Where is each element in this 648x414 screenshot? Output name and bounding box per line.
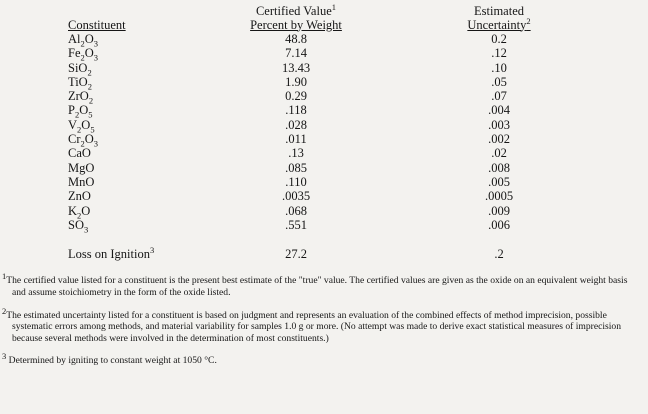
footnotes: 1The certified value listed for a consti… [2, 272, 644, 367]
cell-certified-value: .0035 [281, 189, 311, 204]
header-certified-value-line1: Certified Value1 [255, 1, 337, 18]
cell-uncertainty: .12 [491, 46, 507, 61]
header-constituent-label: Constituent [68, 17, 126, 32]
cell-uncertainty: 0.2 [491, 32, 507, 46]
header-certified-value-line2: Percent by Weight [250, 17, 342, 32]
cell-certified-value: 0.29 [285, 89, 307, 104]
cell-certified-value: .011 [285, 132, 307, 147]
cell-uncertainty: .07 [491, 89, 507, 104]
cell-uncertainty: .009 [488, 203, 510, 218]
table-header: Constituent Certified Value1 Percent by … [16, 1, 602, 32]
cell-constituent: ZnO [68, 189, 91, 204]
cell-uncertainty: .05 [491, 74, 507, 89]
cell-constituent: TiO2 [68, 74, 92, 92]
cell-constituent: ZrO2 [68, 89, 94, 106]
cell-certified-value: 7.14 [285, 46, 307, 61]
footnote-text: The certified value listed for a constit… [6, 275, 628, 299]
table-row: MnO .110 .005 [16, 175, 602, 189]
table-row: V2O5 .028 .003 [16, 117, 602, 135]
cell-constituent: SO3 [68, 217, 89, 235]
footnote-marker: 2 [2, 305, 7, 316]
cell-constituent: Al2O3 [68, 32, 99, 49]
table-row: Cr2O3 .011 .002 [16, 132, 602, 149]
table-row: ZrO2 0.29 .07 [16, 89, 602, 106]
cell-uncertainty: .2 [494, 247, 504, 262]
cell-constituent: MgO [68, 160, 95, 175]
cell-certified-value: .068 [285, 203, 307, 218]
cell-certified-value: 27.2 [285, 247, 307, 262]
cell-uncertainty: .003 [488, 117, 510, 132]
cell-constituent: Fe2O3 [68, 46, 99, 63]
header-uncertainty-line2: Uncertainty2 [467, 15, 531, 32]
table-row: Al2O3 48.8 0.2 [16, 32, 602, 49]
table-row: TiO2 1.90 .05 [16, 74, 602, 92]
cell-certified-value: .551 [285, 217, 307, 232]
cell-uncertainty: .005 [488, 174, 510, 189]
footnote: 1The certified value listed for a consti… [2, 272, 642, 299]
table-row: K2O .068 .009 [16, 203, 602, 221]
cell-constituent: Cr2O3 [68, 132, 99, 149]
column-header-constituent: Constituent [16, 5, 196, 32]
header-row: Constituent Certified Value1 Percent by … [16, 1, 602, 32]
cell-uncertainty: .002 [488, 132, 510, 147]
table-row: MgO .085 .008 [16, 161, 602, 175]
cell-certified-value: 13.43 [281, 60, 311, 75]
column-header-uncertainty: Estimated Uncertainty2 [396, 4, 602, 32]
cell-uncertainty: .008 [488, 160, 510, 175]
column-header-certified-value: Certified Value1 Percent by Weight [196, 1, 396, 32]
cell-constituent: MnO [68, 174, 95, 189]
footnote-text: Determined by igniting to constant weigh… [6, 355, 217, 367]
loss-on-ignition-row: Loss on Ignition3 27.2 .2 [16, 232, 602, 261]
footnote-marker: 3 [2, 351, 7, 362]
cell-certified-value: 48.8 [285, 32, 307, 46]
cell-uncertainty: .10 [491, 60, 507, 75]
cell-uncertainty: .006 [488, 217, 510, 232]
certified-values-table: Constituent Certified Value1 Percent by … [16, 1, 602, 262]
table-body: Al2O3 48.8 0.2 Fe2O3 7.14.12 SiO2 13.43.10 TiO2… [16, 32, 602, 261]
table-row: ZnO .0035 .0005 [16, 189, 602, 203]
cell-constituent: V2O5 [68, 117, 95, 135]
cell-certified-value: .028 [285, 117, 307, 132]
cell-certified-value: .110 [285, 174, 307, 189]
cell-constituent: CaO [68, 146, 91, 161]
cell-uncertainty: .004 [488, 103, 510, 118]
footnote: 3 Determined by igniting to constant wei… [2, 352, 642, 367]
cell-certified-value: .085 [285, 160, 307, 175]
cell-certified-value: .13 [288, 146, 304, 161]
cell-constituent: K2O [68, 203, 91, 221]
table-row: SiO2 13.43 .10 [16, 60, 602, 78]
cell-uncertainty: .02 [491, 146, 507, 161]
cell-uncertainty: .0005 [484, 189, 514, 204]
table-row: CaO .13 .02 [16, 146, 602, 160]
footnote: 2The estimated uncertainty listed for a … [2, 306, 642, 345]
cell-constituent: SiO2 [68, 60, 92, 78]
footnote-marker: 1 [2, 271, 7, 282]
table-row: Fe2O3 7.14 .12 [16, 46, 602, 63]
cell-certified-value: .118 [285, 103, 307, 118]
cell-certified-value: 1.90 [285, 74, 307, 89]
header-uncertainty-line1: Estimated [474, 4, 524, 18]
footnote-text: The estimated uncertainty listed for a c… [6, 309, 622, 344]
cell-constituent: P2O5 [68, 103, 93, 120]
table-row: P2O5 .118 .004 [16, 103, 602, 120]
table-row: SO3 .551 .006 [16, 217, 602, 235]
cell-constituent: Loss on Ignition3 [68, 245, 155, 262]
